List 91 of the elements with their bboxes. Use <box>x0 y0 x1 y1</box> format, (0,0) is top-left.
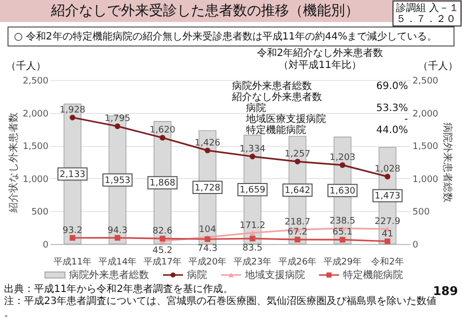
data-label: 1,028 <box>374 164 401 175</box>
data-label: 1,334 <box>240 144 266 154</box>
x-tick-label: 平成14年 <box>98 256 137 268</box>
legend-label: 病院 <box>187 269 207 281</box>
data-label: 1,203 <box>330 153 356 164</box>
data-label: 1,257 <box>284 150 310 160</box>
y2-tick-label: 1,500 <box>412 142 439 152</box>
data-label: 171.2 <box>240 220 266 231</box>
annotation: 53.3% <box>376 103 408 114</box>
y2-tick-label: 2,500 <box>412 76 439 86</box>
data-label: 1,642 <box>284 186 310 196</box>
point <box>250 230 256 236</box>
legend-label: 地域支援病院 <box>244 269 305 281</box>
point <box>70 114 76 120</box>
point <box>340 162 346 168</box>
y2-axis-title: 病院外来患者総数 <box>441 122 454 202</box>
annotation: 病院 <box>246 102 266 114</box>
annotation: 44.0% <box>376 125 408 136</box>
annotation: 69.0% <box>376 81 408 92</box>
x-tick-label: 平成11年 <box>53 256 92 268</box>
data-label: 74.3 <box>197 244 218 254</box>
text: （千人） <box>418 60 458 72</box>
annotation: 特定機能病院 <box>246 124 306 136</box>
data-label: 1,426 <box>194 138 221 148</box>
point <box>114 123 120 130</box>
data-label: 94.3 <box>107 226 128 236</box>
data-label: 1,868 <box>150 178 176 189</box>
data-label: 1,659 <box>240 186 266 196</box>
data-label: 227.9 <box>374 217 401 228</box>
point <box>384 238 390 244</box>
point <box>250 236 256 242</box>
x-tick-label: 平成20年 <box>188 256 227 268</box>
x-tick-label: 平成23年 <box>233 256 272 268</box>
point <box>114 234 120 241</box>
data-label: 238.5 <box>330 216 356 226</box>
source-note: 出典：平成11年から令和2年患者調査を基に作成。 <box>4 283 234 295</box>
data-label: 218.7 <box>284 218 310 228</box>
point <box>384 174 390 180</box>
data-label: 83.5 <box>242 244 263 254</box>
y2-tick-label: 500 <box>412 208 430 218</box>
annotation: - <box>404 114 408 125</box>
data-label: 104 <box>198 225 216 236</box>
x-tick-label: 平成29年 <box>323 256 362 268</box>
data-label: 93.2 <box>62 226 83 236</box>
data-label: 1,630 <box>330 186 356 197</box>
text: ５．７．２０ <box>396 14 456 25</box>
text: （千人） <box>6 60 46 72</box>
data-label: 1,928 <box>60 106 86 116</box>
y-tick-label: 500 <box>31 208 49 218</box>
data-label: 82.6 <box>152 226 173 237</box>
point <box>340 236 346 243</box>
y-tick-label: 2,000 <box>22 109 49 120</box>
data-label: 1,953 <box>104 176 130 186</box>
point <box>250 154 256 160</box>
data-label: 2,133 <box>60 170 86 180</box>
data-label: 65.1 <box>332 228 353 238</box>
point <box>204 148 210 154</box>
point <box>294 158 300 164</box>
legend-label: 病院外来患者総数 <box>69 269 149 281</box>
annotation: 紹介なし外来患者数 <box>231 91 322 103</box>
y-tick-label: 1,500 <box>22 142 49 152</box>
legend-label: 特定機能病院 <box>343 269 403 281</box>
text: 診調組 入－１ <box>396 2 460 14</box>
x-tick-label: 平成17年 <box>143 256 182 268</box>
x-tick-label: 令和2年 <box>371 256 404 268</box>
data-label: 1,620 <box>150 126 176 136</box>
point <box>294 236 300 242</box>
data-label: 1,473 <box>374 192 400 202</box>
y-axis-title: 紹介状なし外来患者数 <box>8 112 20 214</box>
data-label: 1,728 <box>194 183 221 194</box>
text: （対平成11年比） <box>278 59 362 71</box>
data-label: 45.2 <box>152 246 173 256</box>
y-tick-label: 2,500 <box>22 76 49 86</box>
text: 令和2年紹介なし外来患者数 <box>256 47 384 59</box>
chart-title: 紹介なしで外来受診した患者数の推移（機能別） <box>50 3 359 19</box>
y2-tick-label: 0 <box>412 240 418 250</box>
point <box>70 235 76 241</box>
data-label: 41 <box>382 229 394 240</box>
point <box>160 134 166 141</box>
point <box>160 236 166 242</box>
data-label: 1,795 <box>104 114 130 124</box>
y2-tick-label: 2,000 <box>412 109 439 120</box>
annotation: 地域医療支援病院 <box>245 113 326 125</box>
chart-subtitle: ○ 令和2年の特定機能病院の紹介無し外来受診患者数は平成11年の約44%まで減少している。 <box>14 30 438 42</box>
text: 注：平成23年患者調査については、宮城県の石巻医療圏、気仙沼医療圏及び福島県を除いた数値。 <box>4 295 437 319</box>
y2-tick-label: 1,000 <box>412 174 439 185</box>
y-tick-label: 0 <box>42 240 49 250</box>
annotation: 病院外来患者総数 <box>232 80 312 92</box>
y-tick-label: 1,000 <box>22 174 49 185</box>
data-label: 67.2 <box>287 228 308 238</box>
x-tick-label: 平成26年 <box>278 256 317 268</box>
